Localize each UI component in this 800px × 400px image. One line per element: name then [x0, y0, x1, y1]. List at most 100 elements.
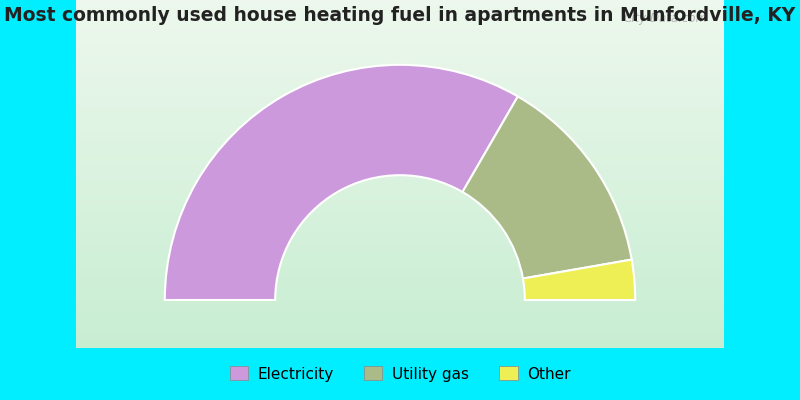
Bar: [76, 345, 724, 348]
Bar: [76, 76, 724, 79]
Bar: [76, 201, 724, 204]
Bar: [76, 41, 724, 44]
Bar: [76, 320, 724, 322]
Bar: [76, 334, 724, 336]
Bar: [76, 287, 724, 290]
Bar: [76, 266, 724, 269]
Bar: [76, 306, 724, 308]
Bar: [76, 324, 724, 327]
Bar: [76, 85, 724, 88]
Bar: [76, 227, 724, 230]
Bar: [76, 11, 724, 14]
Bar: [76, 178, 724, 181]
Bar: [76, 317, 724, 320]
Bar: [76, 176, 724, 179]
Bar: [76, 150, 724, 153]
Bar: [76, 164, 724, 167]
Bar: [76, 67, 724, 70]
Bar: [76, 171, 724, 174]
Bar: [76, 222, 724, 225]
Bar: [76, 241, 724, 244]
Bar: [76, 134, 724, 137]
Bar: [76, 248, 724, 250]
Bar: [76, 125, 724, 128]
Bar: [76, 340, 724, 343]
Bar: [76, 18, 724, 21]
Bar: [76, 197, 724, 200]
Bar: [76, 23, 724, 26]
Bar: [76, 113, 724, 116]
Bar: [76, 50, 724, 53]
Bar: [76, 206, 724, 209]
Bar: [76, 301, 724, 304]
Bar: [76, 130, 724, 132]
Bar: [76, 194, 724, 197]
Bar: [76, 9, 724, 12]
Bar: [76, 69, 724, 72]
Bar: [76, 95, 724, 98]
Bar: [76, 290, 724, 292]
Bar: [76, 48, 724, 51]
Bar: [76, 53, 724, 56]
Bar: [76, 55, 724, 58]
Wedge shape: [462, 96, 632, 278]
Bar: [76, 148, 724, 151]
Bar: [76, 273, 724, 276]
Bar: [76, 32, 724, 35]
Bar: [76, 204, 724, 206]
Bar: [76, 81, 724, 84]
Bar: [76, 0, 724, 2]
Bar: [76, 120, 724, 123]
Bar: [76, 27, 724, 30]
Bar: [76, 106, 724, 109]
Bar: [76, 313, 724, 316]
Bar: [76, 243, 724, 246]
Bar: [76, 199, 724, 202]
Bar: [76, 280, 724, 283]
Bar: [76, 255, 724, 258]
Text: Most commonly used house heating fuel in apartments in Munfordville, KY: Most commonly used house heating fuel in…: [4, 6, 796, 25]
Bar: [76, 62, 724, 65]
Bar: [76, 166, 724, 169]
Bar: [76, 343, 724, 346]
Bar: [76, 162, 724, 165]
Bar: [76, 234, 724, 237]
Bar: [76, 211, 724, 214]
Bar: [76, 310, 724, 313]
Bar: [76, 229, 724, 232]
Bar: [76, 331, 724, 334]
Bar: [76, 336, 724, 339]
Bar: [76, 37, 724, 40]
Legend: Electricity, Utility gas, Other: Electricity, Utility gas, Other: [224, 360, 576, 388]
Bar: [76, 183, 724, 186]
Bar: [76, 215, 724, 218]
Bar: [76, 46, 724, 49]
Bar: [76, 213, 724, 216]
Bar: [76, 39, 724, 42]
Bar: [76, 322, 724, 325]
Bar: [76, 327, 724, 330]
Bar: [76, 276, 724, 278]
Bar: [76, 16, 724, 18]
Bar: [76, 192, 724, 195]
Bar: [76, 257, 724, 260]
Bar: [76, 146, 724, 148]
Bar: [76, 104, 724, 107]
Bar: [76, 296, 724, 299]
Bar: [76, 118, 724, 121]
Bar: [76, 111, 724, 114]
Bar: [76, 308, 724, 311]
Bar: [76, 315, 724, 318]
Bar: [76, 262, 724, 264]
Bar: [76, 78, 724, 81]
Wedge shape: [523, 260, 635, 300]
Bar: [76, 108, 724, 111]
Bar: [76, 160, 724, 162]
Bar: [76, 122, 724, 125]
Bar: [76, 157, 724, 160]
Wedge shape: [165, 65, 518, 300]
Bar: [76, 294, 724, 297]
Bar: [76, 92, 724, 95]
Bar: [76, 188, 724, 190]
Bar: [76, 180, 724, 183]
